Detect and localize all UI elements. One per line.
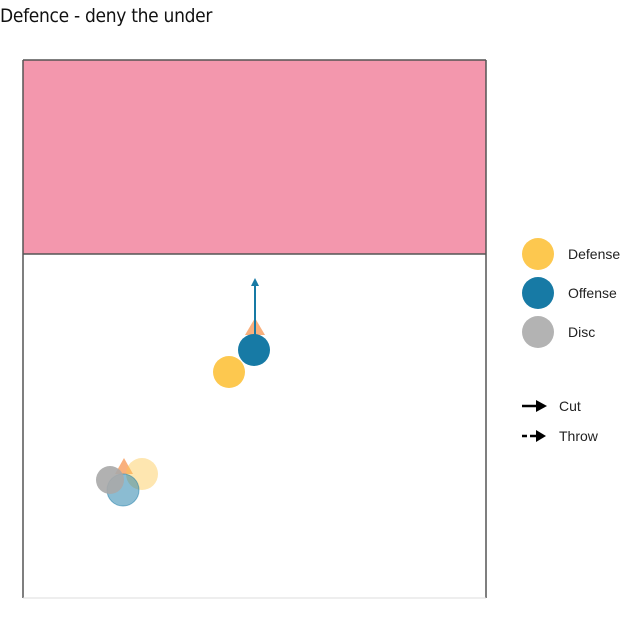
endzone bbox=[23, 60, 486, 254]
offense-player[interactable] bbox=[238, 334, 270, 366]
field-border bbox=[22, 59, 487, 598]
legend-disc-label: Disc bbox=[568, 324, 596, 340]
legend-throw-label: Throw bbox=[559, 428, 598, 444]
legend-throw-swatch bbox=[522, 430, 546, 442]
disc[interactable] bbox=[96, 466, 124, 494]
legend-defense-label: Defense bbox=[568, 246, 621, 262]
legend-cut-swatch bbox=[522, 400, 547, 412]
legend-defense-swatch bbox=[522, 238, 554, 270]
diagram-title: Defence - deny the under bbox=[0, 5, 213, 27]
legend-offense-swatch bbox=[522, 277, 554, 309]
legend-cut-label: Cut bbox=[559, 398, 581, 414]
legend-disc-swatch bbox=[522, 316, 554, 348]
defense-player[interactable] bbox=[213, 356, 245, 388]
legend-offense-label: Offense bbox=[568, 285, 617, 301]
